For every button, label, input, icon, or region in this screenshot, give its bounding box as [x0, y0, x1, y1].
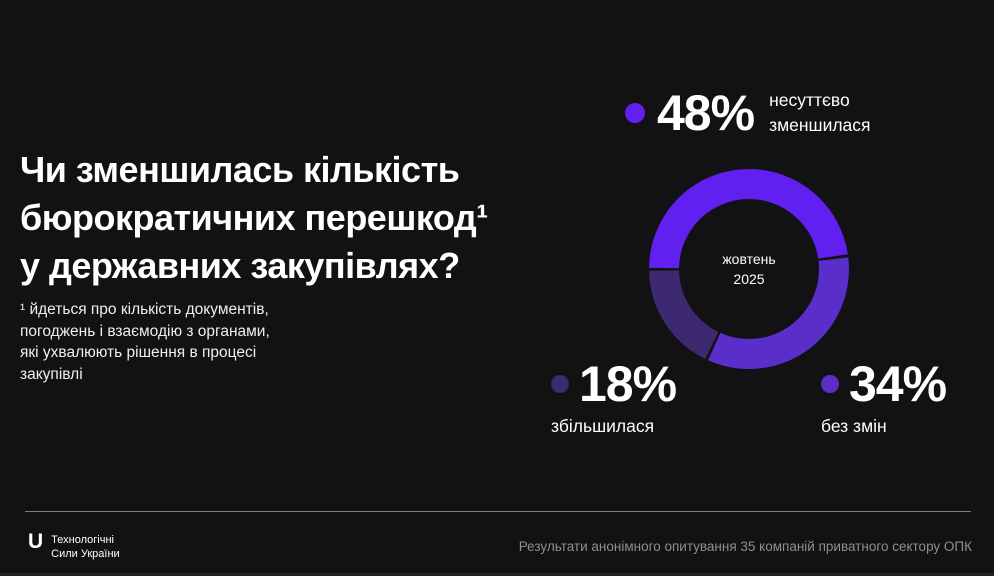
org-name-line1: Технологічні [51, 534, 114, 546]
footnote: ¹ йдеться про кількість документів, пого… [20, 299, 270, 385]
footnote-line-4: закупівлі [20, 365, 83, 383]
legend-item-18: 18% збільшилася [551, 356, 677, 438]
legend-dot-34-icon [821, 375, 839, 393]
title-line-3: у державних закупівлях? [20, 245, 460, 286]
org-name-line2: Сили України [51, 547, 120, 560]
donut-chart-area: жовтень 2025 [649, 169, 849, 369]
legend-item-34: 34% без змін [821, 356, 947, 438]
donut-chart [649, 169, 849, 369]
donut-center-label: жовтень 2025 [649, 169, 849, 369]
legend-label-34: без змін [821, 416, 887, 436]
footer-logo: U Технологічні Сили України [28, 531, 120, 561]
page-title: Чи зменшилась кількість бюрократичних пе… [20, 146, 488, 290]
donut-center-line1: жовтень [722, 251, 776, 267]
legend-item-48: 48% несуттєво зменшилася [625, 86, 871, 140]
footnote-line-1: ¹ йдеться про кількість документів, [20, 301, 269, 318]
org-name: Технологічні Сили України [51, 534, 120, 561]
bottom-edge-strip [0, 573, 994, 576]
footer-divider [25, 511, 971, 512]
legend-value-48: 48% [657, 85, 755, 141]
legend-row-34: 34% [821, 356, 947, 412]
org-logo-icon: U [28, 530, 44, 553]
legend-value-34: 34% [849, 356, 947, 412]
donut-center-line2: 2025 [733, 271, 765, 287]
title-line-1: Чи зменшилась кількість [20, 149, 460, 190]
legend-label-48-line2: зменшилася [769, 115, 871, 135]
legend-dot-48-icon [625, 103, 645, 123]
legend-label-48: несуттєво зменшилася [769, 88, 870, 138]
legend-row-18: 18% [551, 356, 677, 412]
footnote-line-3: які ухвалюють рішення в процесі [20, 344, 257, 361]
legend-label-48-line1: несуттєво [769, 90, 850, 110]
legend-value-18: 18% [579, 356, 677, 412]
footnote-line-2: погоджень і взаємодію з органами, [20, 322, 270, 340]
legend-dot-18-icon [551, 375, 569, 393]
source-note: Результати анонімного опитування 35 комп… [518, 539, 972, 554]
title-line-2: бюрократичних перешкод¹ [20, 197, 488, 238]
legend-label-18: збільшилася [551, 416, 655, 436]
